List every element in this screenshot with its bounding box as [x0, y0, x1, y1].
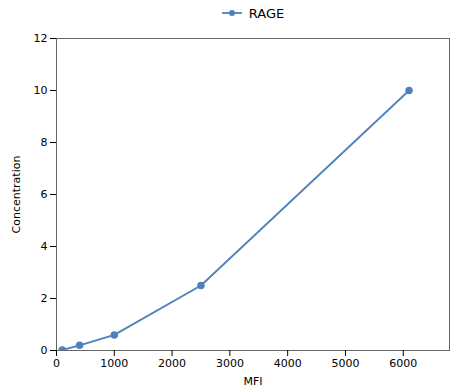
svg-text:0: 0 [41, 344, 48, 357]
svg-text:0: 0 [53, 357, 60, 370]
svg-text:Concentration: Concentration [10, 156, 23, 234]
svg-text:1000: 1000 [100, 357, 128, 370]
svg-text:2000: 2000 [158, 357, 186, 370]
svg-text:MFI: MFI [243, 375, 262, 388]
svg-text:4: 4 [41, 240, 48, 253]
svg-text:10: 10 [34, 84, 48, 97]
svg-text:6: 6 [41, 188, 48, 201]
svg-text:2: 2 [41, 292, 48, 305]
svg-text:12: 12 [34, 32, 48, 45]
svg-text:3000: 3000 [216, 357, 244, 370]
svg-text:5000: 5000 [331, 357, 359, 370]
html-text:RAGE: RAGE [248, 5, 285, 21]
svg-text:6000: 6000 [389, 357, 417, 370]
svg-text:4000: 4000 [274, 357, 302, 370]
svg-text:8: 8 [41, 136, 48, 149]
